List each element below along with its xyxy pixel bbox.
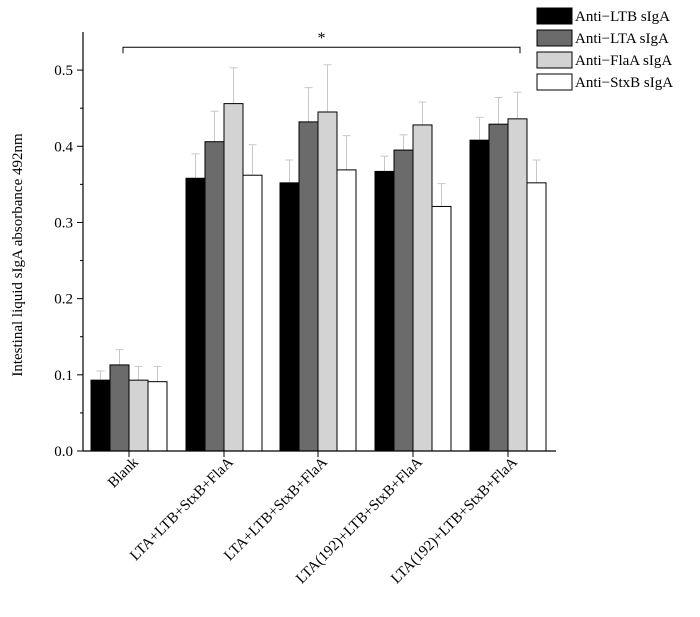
x-tick-label: LTA+LTB+StxB+FlaA — [221, 454, 331, 564]
y-tick-label: 0.3 — [54, 215, 73, 231]
bar — [336, 169, 357, 452]
y-axis-label: Intestinal liquid sIgA absorbance 492nm — [10, 133, 26, 377]
bar — [185, 177, 206, 452]
bars-layer — [90, 64, 547, 452]
bar — [488, 123, 509, 452]
y-tick-label: 0.2 — [54, 292, 73, 308]
bar — [507, 118, 528, 452]
legend-label: Anti−FlaA sIgA — [575, 53, 672, 69]
bar — [204, 141, 225, 452]
bar — [412, 124, 433, 452]
legend-label: Anti−LTB sIgA — [575, 9, 670, 25]
bar — [469, 139, 490, 452]
bar — [90, 379, 111, 452]
bar — [317, 111, 338, 452]
bar — [431, 205, 452, 452]
bar — [298, 121, 319, 452]
x-tick-label: LTA+LTB+StxB+FlaA — [127, 454, 237, 564]
y-tick-label: 0.4 — [54, 139, 73, 155]
legend-swatch — [536, 73, 573, 91]
bar — [242, 174, 263, 452]
bar — [279, 182, 300, 452]
bar — [526, 182, 547, 452]
y-tick-label: 0.1 — [54, 368, 73, 384]
legend-swatch — [536, 29, 573, 47]
significance-annotation: * — [122, 30, 521, 54]
bar — [109, 364, 130, 452]
legend-label: Anti−LTA sIgA — [575, 31, 669, 47]
bar — [128, 379, 149, 452]
significance-star: * — [318, 30, 326, 47]
bar — [393, 149, 414, 452]
legend-swatch — [536, 7, 573, 25]
legend-label: Anti−StxB sIgA — [575, 75, 673, 91]
bar — [223, 103, 244, 452]
bar — [147, 381, 168, 452]
y-tick-label: 0.5 — [54, 63, 73, 79]
bar — [374, 170, 395, 452]
legend: Anti−LTB sIgA Anti−LTA sIgA Anti−FlaA sIgA… — [536, 7, 673, 91]
x-tick-label: Blank — [105, 454, 142, 491]
legend-swatch — [536, 51, 573, 69]
y-tick-label: 0.0 — [54, 444, 73, 460]
significance-bracket — [122, 46, 521, 54]
